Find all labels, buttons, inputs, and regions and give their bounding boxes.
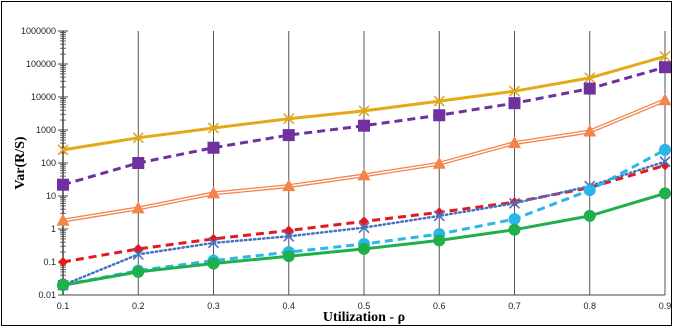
data-point [132, 132, 144, 144]
data-point [583, 82, 596, 95]
x-tick-label: 0.4 [282, 301, 295, 311]
data-point [658, 93, 672, 106]
y-tick-label: 10 [46, 191, 56, 201]
data-point-stroke [433, 210, 445, 222]
data-point [283, 230, 295, 242]
data-point [132, 248, 144, 260]
data-point [508, 197, 521, 209]
data-point [283, 113, 295, 125]
series-group [56, 50, 672, 292]
data-point [358, 242, 370, 255]
series-7 [57, 187, 671, 292]
series-1 [57, 50, 671, 156]
data-point [282, 250, 295, 263]
data-point [433, 109, 446, 122]
data-point [58, 257, 68, 267]
data-point-stroke [659, 156, 671, 168]
y-tick-label: 1000 [36, 125, 56, 135]
series-line [62, 65, 666, 187]
data-point [508, 97, 521, 110]
data-point [508, 223, 521, 236]
y-axis-title: Var(R/S) [13, 136, 28, 189]
data-point [432, 156, 446, 169]
data-point [433, 95, 445, 107]
y-tick-label: 10000 [31, 92, 56, 102]
x-tick-label: 0.2 [132, 301, 145, 311]
data-point [282, 129, 295, 142]
data-point-stroke [433, 95, 445, 107]
x-tick-label: 0.6 [433, 301, 446, 311]
data-point [583, 209, 596, 222]
data-point [508, 136, 521, 149]
data-point-stroke [57, 144, 69, 156]
series-2 [57, 61, 671, 191]
data-point [660, 160, 670, 171]
data-point [583, 124, 597, 137]
data-point [132, 157, 145, 169]
y-tick-label: 100 [41, 158, 56, 168]
x-axis-title: Utilization - ρ [323, 310, 405, 325]
data-point [57, 279, 69, 292]
data-point-stroke [207, 237, 220, 249]
data-point [207, 141, 220, 154]
y-tick-label: 0.1 [43, 257, 56, 267]
data-point [358, 119, 370, 132]
data-point [433, 234, 446, 247]
x-tick-label: 0.3 [207, 301, 220, 311]
data-point-stroke [659, 50, 671, 62]
data-point [207, 122, 220, 134]
data-point [207, 257, 220, 270]
data-point [357, 168, 371, 181]
data-point [133, 243, 144, 254]
data-point-stroke [358, 222, 370, 234]
data-point [433, 210, 445, 222]
data-point [207, 237, 220, 249]
y-tick-label: 1 [51, 224, 56, 234]
series-3 [56, 93, 672, 226]
y-tick-label: 100000 [26, 59, 56, 69]
y-tick-label: 0.01 [38, 290, 56, 300]
data-point [659, 143, 671, 156]
data-point [57, 178, 69, 191]
data-point [358, 105, 370, 117]
data-point [282, 179, 296, 192]
data-point [508, 85, 521, 97]
data-point [584, 72, 596, 84]
data-point-stroke [207, 122, 220, 134]
x-tick-label: 0.1 [57, 301, 70, 311]
x-tick-label: 0.7 [508, 301, 521, 311]
data-point [583, 184, 596, 197]
data-point [56, 213, 70, 226]
data-point [659, 187, 671, 200]
data-point-stroke [508, 197, 521, 209]
grid [62, 31, 666, 295]
data-point [508, 213, 521, 226]
data-point [207, 186, 220, 199]
data-point [131, 201, 145, 214]
data-point [659, 156, 671, 168]
x-tick-label: 0.9 [659, 301, 672, 311]
data-point [659, 61, 671, 74]
data-point [659, 50, 671, 62]
data-point-stroke [283, 230, 295, 242]
data-point [57, 144, 69, 156]
data-point-stroke [132, 248, 144, 260]
data-point [132, 265, 145, 278]
y-tick-label: 1000000 [21, 26, 56, 36]
data-point-stroke [283, 113, 295, 125]
data-point [283, 225, 294, 236]
x-tick-label: 0.8 [583, 301, 596, 311]
data-point-stroke [132, 132, 144, 144]
data-point-stroke [358, 105, 370, 117]
data-point-stroke [584, 72, 596, 84]
data-point [359, 216, 369, 227]
data-point-stroke [508, 85, 521, 97]
data-point [358, 222, 370, 234]
x-tick-label: 0.5 [358, 301, 371, 311]
